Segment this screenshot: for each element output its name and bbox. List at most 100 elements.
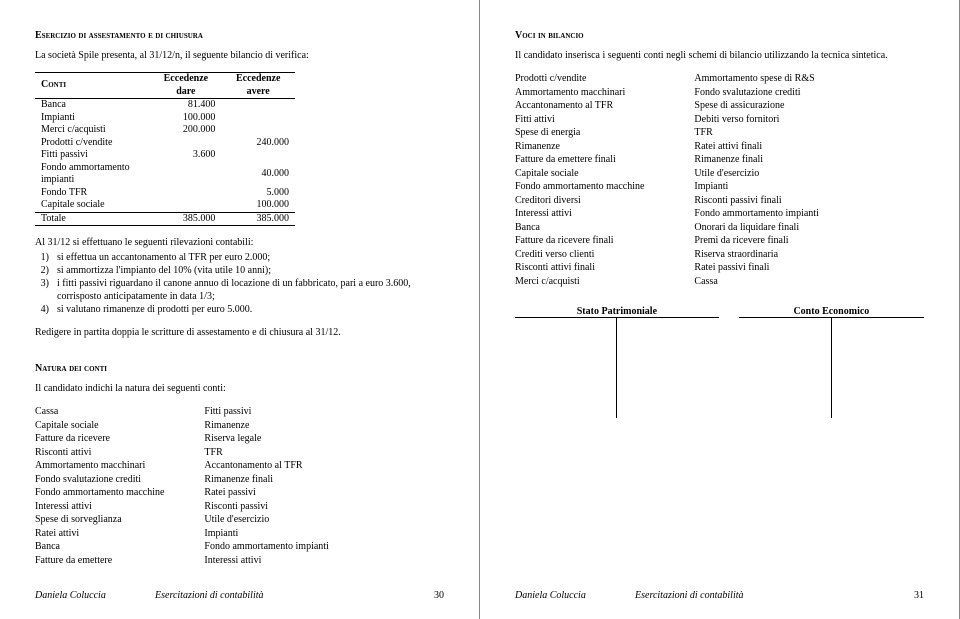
cell-avere bbox=[221, 149, 295, 162]
natura-list: CassaCapitale socialeFatture da ricevere… bbox=[35, 405, 444, 567]
list-item: Rimanenze finali bbox=[694, 153, 818, 167]
footer-author-r: Daniela Coluccia bbox=[515, 590, 635, 601]
list-item: Fatture da ricevere finali bbox=[515, 234, 644, 248]
list-item: Accantonamento al TFR bbox=[204, 459, 328, 473]
list-item: Fondo ammortamento impianti bbox=[204, 540, 328, 554]
table-row: Prodotti c/vendite 240.000 bbox=[35, 137, 295, 150]
th-dare: Eccedenze dare bbox=[150, 73, 221, 99]
cell-label: Merci c/acquisti bbox=[35, 124, 150, 137]
cell-avere: 5.000 bbox=[221, 187, 295, 200]
right-heading: Voci in bilancio bbox=[515, 30, 924, 41]
list-item: Fitti attivi bbox=[515, 113, 644, 127]
cell-avere bbox=[221, 112, 295, 125]
list-item: Fondo ammortamento macchine bbox=[35, 486, 164, 500]
list-item: 4)si valutano rimanenze di prodotti per … bbox=[35, 303, 444, 316]
table-row: Fondo TFR 5.000 bbox=[35, 187, 295, 200]
sp-box bbox=[515, 317, 719, 418]
list-item: Fondo ammortamento macchine bbox=[515, 180, 644, 194]
natura-intro: Il candidato indichi la natura dei segue… bbox=[35, 382, 444, 395]
closing-para: Redigere in partita doppia le scritture … bbox=[35, 326, 444, 339]
left-intro: La società Spile presenta, al 31/12/n, i… bbox=[35, 49, 444, 62]
natura-heading: Natura dei conti bbox=[35, 363, 444, 374]
cell-dare: 81.400 bbox=[150, 99, 221, 112]
cell-dare: 200.000 bbox=[150, 124, 221, 137]
table-row: Fondo ammortamento impianti40.000 bbox=[35, 162, 295, 187]
schemi-block: Stato Patrimoniale Conto Economico bbox=[515, 306, 924, 418]
list-item: Cassa bbox=[694, 275, 818, 289]
list-item: 2)si ammortizza l'impianto del 10% (vita… bbox=[35, 264, 444, 277]
list-item: Impianti bbox=[204, 527, 328, 541]
list-item: TFR bbox=[204, 446, 328, 460]
list-item: Spese di sorveglianza bbox=[35, 513, 164, 527]
ce-box bbox=[739, 317, 924, 418]
total-label: Totale bbox=[35, 212, 150, 226]
cell-avere: 240.000 bbox=[221, 137, 295, 150]
list-item: Ratei attivi bbox=[35, 527, 164, 541]
cell-dare bbox=[150, 162, 221, 187]
item-text: si ammortizza l'impianto del 10% (vita u… bbox=[57, 264, 444, 277]
footer-title: Esercitazioni di contabilità bbox=[155, 590, 404, 601]
list-item: 1)si effettua un accantonamento al TFR p… bbox=[35, 251, 444, 264]
item-number: 1) bbox=[35, 251, 57, 264]
left-heading: Esercizio di assestamento e di chiusura bbox=[35, 30, 444, 41]
list-item: Banca bbox=[35, 540, 164, 554]
list-item: Crediti verso clienti bbox=[515, 248, 644, 262]
table-row: Banca81.400 bbox=[35, 99, 295, 112]
rilevazioni-block: Al 31/12 si effettuano le seguenti rilev… bbox=[35, 236, 444, 316]
item-number: 3) bbox=[35, 277, 57, 303]
item-text: si effettua un accantonamento al TFR per… bbox=[57, 251, 444, 264]
list-item: Merci c/acquisti bbox=[515, 275, 644, 289]
list-item: Fondo svalutazione crediti bbox=[694, 86, 818, 100]
cell-avere: 100.000 bbox=[221, 199, 295, 212]
list-item: Riserva legale bbox=[204, 432, 328, 446]
list-item: Fatture da emettere finali bbox=[515, 153, 644, 167]
cell-label: Impianti bbox=[35, 112, 150, 125]
list-item: Interessi attivi bbox=[204, 554, 328, 568]
list-item: Fitti passivi bbox=[204, 405, 328, 419]
ce-label: Conto Economico bbox=[739, 306, 924, 317]
cell-label: Prodotti c/vendite bbox=[35, 137, 150, 150]
sp-label: Stato Patrimoniale bbox=[515, 306, 719, 317]
list-item: Cassa bbox=[35, 405, 164, 419]
cell-avere bbox=[221, 124, 295, 137]
page-left: Esercizio di assestamento e di chiusura … bbox=[0, 0, 480, 619]
footer-title-r: Esercitazioni di contabilità bbox=[635, 590, 884, 601]
footer-page: 30 bbox=[404, 590, 444, 601]
list-item: Debiti verso fornitori bbox=[694, 113, 818, 127]
list-item: Rimanenze finali bbox=[204, 473, 328, 487]
item-text: si valutano rimanenze di prodotti per eu… bbox=[57, 303, 444, 316]
list-item: Rimanenze bbox=[204, 419, 328, 433]
list-item: Banca bbox=[515, 221, 644, 235]
list-item: Ratei attivi finali bbox=[694, 140, 818, 154]
table-row: Fitti passivi3.600 bbox=[35, 149, 295, 162]
list-item: Ratei passivi bbox=[204, 486, 328, 500]
list-item: Spese di assicurazione bbox=[694, 99, 818, 113]
list-item: Prodotti c/vendite bbox=[515, 72, 644, 86]
list-item: Ammortamento spese di R&S bbox=[694, 72, 818, 86]
list-item: Spese di energia bbox=[515, 126, 644, 140]
right-intro: Il candidato inserisca i seguenti conti … bbox=[515, 49, 924, 62]
th-avere: Eccedenze avere bbox=[221, 73, 295, 99]
list-item: Accantonamento al TFR bbox=[515, 99, 644, 113]
footer-right: Daniela Coluccia Esercitazioni di contab… bbox=[515, 590, 924, 601]
cell-label: Fondo TFR bbox=[35, 187, 150, 200]
list-intro: Al 31/12 si effettuano le seguenti rilev… bbox=[35, 236, 444, 249]
footer-left: Daniela Coluccia Esercitazioni di contab… bbox=[35, 590, 444, 601]
table-row: Merci c/acquisti200.000 bbox=[35, 124, 295, 137]
cell-dare: 3.600 bbox=[150, 149, 221, 162]
table-row: Capitale sociale100.000 bbox=[35, 199, 295, 212]
cell-dare bbox=[150, 199, 221, 212]
cell-label: Banca bbox=[35, 99, 150, 112]
list-item: Risconti passivi bbox=[204, 500, 328, 514]
total-dare: 385.000 bbox=[150, 212, 221, 226]
list-item: Fondo svalutazione crediti bbox=[35, 473, 164, 487]
conti-table: Conti Eccedenze dare Eccedenze avere Ban… bbox=[35, 72, 295, 226]
list-item: Impianti bbox=[694, 180, 818, 194]
list-item: Premi da ricevere finali bbox=[694, 234, 818, 248]
list-item: TFR bbox=[694, 126, 818, 140]
list-item: Ratei passivi finali bbox=[694, 261, 818, 275]
footer-author: Daniela Coluccia bbox=[35, 590, 155, 601]
list-item: Capitale sociale bbox=[515, 167, 644, 181]
list-item: Utile d'esercizio bbox=[204, 513, 328, 527]
list-item: Risconti passivi finali bbox=[694, 194, 818, 208]
